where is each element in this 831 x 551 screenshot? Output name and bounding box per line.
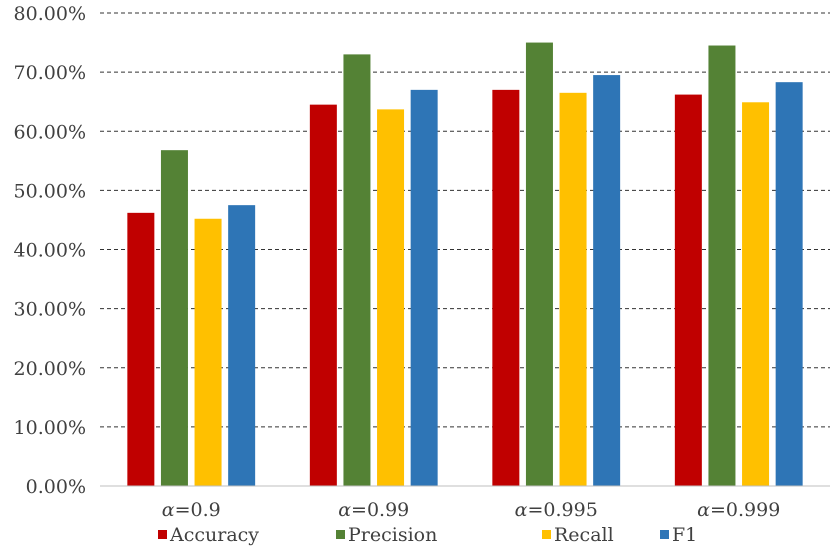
category-value: =0.9	[175, 499, 221, 521]
category-value: =0.995	[528, 499, 598, 521]
bar-f1-2	[410, 89, 438, 487]
bar-f1-1	[228, 205, 256, 486]
y-tick-label: 40.00%	[14, 240, 86, 262]
y-tick-label: 60.00%	[14, 121, 86, 143]
bar-precision-4	[708, 45, 736, 487]
y-tick-label: 10.00%	[14, 417, 86, 439]
legend-swatch	[660, 530, 669, 539]
bar-f1-4	[775, 82, 803, 487]
x-category-label: α=0.999	[697, 499, 780, 521]
legend-swatch	[158, 530, 167, 539]
legend-item-precision: Precision	[336, 524, 437, 546]
legend-item-f1: F1	[660, 524, 697, 546]
legend-label: Recall	[554, 524, 614, 546]
y-tick-label: 50.00%	[14, 180, 86, 202]
category-value: =0.999	[710, 499, 780, 521]
bar-recall-3	[559, 92, 587, 486]
bar-accuracy-4	[674, 94, 702, 486]
alpha-symbol: α	[162, 499, 175, 521]
alpha-symbol: α	[515, 499, 528, 521]
bar-recall-2	[377, 109, 405, 486]
legend-label: F1	[672, 524, 697, 546]
y-tick-label: 70.00%	[14, 62, 86, 84]
y-axis-tick-labels: 0.00% 10.00% 20.00% 30.00% 40.00% 50.00% 60.00…	[14, 3, 86, 498]
bar-recall-4	[742, 102, 770, 486]
bar-recall-1	[194, 218, 222, 486]
y-tick-label: 30.00%	[14, 299, 86, 321]
bar-precision-1	[160, 150, 188, 487]
legend-swatch	[542, 530, 551, 539]
legend: Accuracy Precision Recall F1	[158, 524, 697, 546]
gridlines	[100, 12, 830, 428]
category-value: =0.99	[351, 499, 409, 521]
bar-precision-2	[343, 54, 371, 486]
legend-item-accuracy: Accuracy	[158, 524, 259, 546]
bar-accuracy-2	[309, 104, 337, 487]
bar-accuracy-1	[127, 212, 155, 486]
y-tick-label: 80.00%	[14, 3, 86, 25]
x-category-label: α=0.99	[338, 499, 409, 521]
alpha-symbol: α	[697, 499, 710, 521]
legend-label: Precision	[348, 524, 437, 546]
legend-label: Accuracy	[169, 524, 259, 546]
x-category-label: α=0.995	[515, 499, 598, 521]
bar-accuracy-3	[492, 89, 520, 487]
x-axis-category-labels: α=0.9 α=0.99 α=0.995 α=0.999	[162, 499, 781, 521]
legend-swatch	[336, 530, 345, 539]
bar-precision-3	[525, 42, 553, 486]
legend-item-recall: Recall	[542, 524, 614, 546]
y-tick-label: 20.00%	[14, 358, 86, 380]
y-tick-label: 0.00%	[26, 476, 86, 498]
x-category-label: α=0.9	[162, 499, 221, 521]
bar-f1-3	[593, 75, 621, 487]
alpha-symbol: α	[338, 499, 351, 521]
bars	[127, 42, 803, 487]
